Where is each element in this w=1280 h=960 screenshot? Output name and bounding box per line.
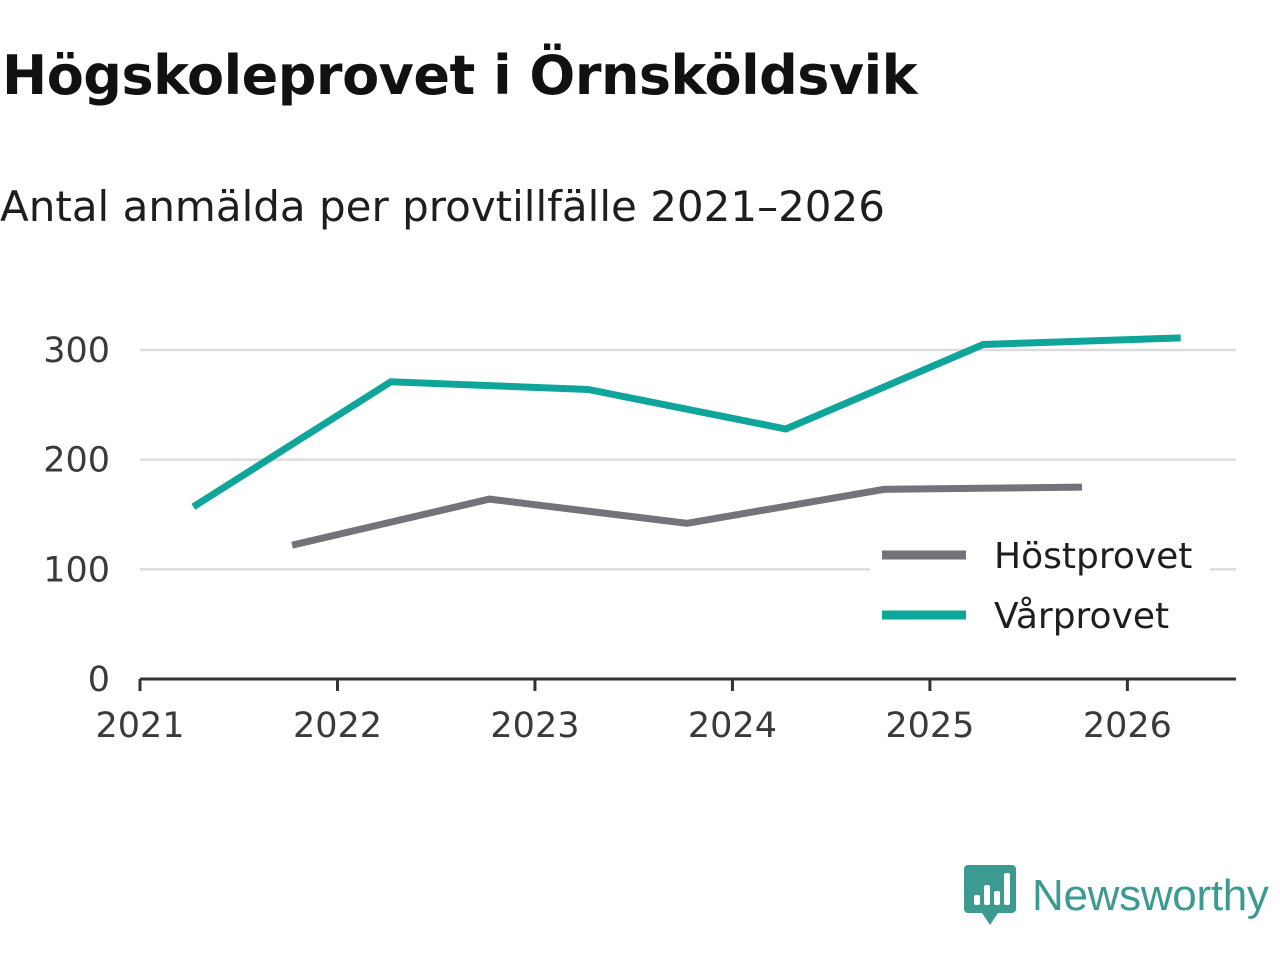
series-line-0 (291, 483, 1083, 549)
legend: Höstprovet Vårprovet (870, 524, 1210, 654)
brand-name: Newsworthy (1032, 871, 1269, 920)
x-tick-label: 2023 (490, 706, 579, 746)
x-tick-label: 2025 (885, 706, 974, 746)
legend-background (870, 524, 1210, 654)
chart-title: Högskoleprovet i Örnsköldsvik (2, 44, 918, 107)
y-tick-label: 300 (43, 331, 110, 371)
newsworthy-logo-icon (964, 865, 1016, 925)
y-tick-label: 200 (43, 441, 110, 481)
legend-label-0: Höstprovet (994, 536, 1192, 577)
y-axis-ticks: 0 100 200 300 (43, 331, 110, 700)
x-tick-label: 2024 (688, 706, 777, 746)
x-axis-ticks: 2021 2022 2023 2024 2025 2026 (95, 679, 1172, 746)
legend-label-1: Vårprovet (994, 596, 1169, 637)
x-tick-label: 2022 (293, 706, 382, 746)
y-tick-label: 100 (43, 550, 110, 590)
series-line-1 (191, 334, 1181, 510)
series-lines (191, 334, 1181, 549)
x-tick-label: 2026 (1083, 706, 1172, 746)
chart-subtitle: Antal anmälda per provtillfälle 2021–202… (0, 182, 885, 231)
y-tick-label: 0 (88, 660, 110, 700)
brand-logo: Newsworthy (964, 864, 1269, 928)
x-tick-label: 2021 (95, 706, 184, 746)
